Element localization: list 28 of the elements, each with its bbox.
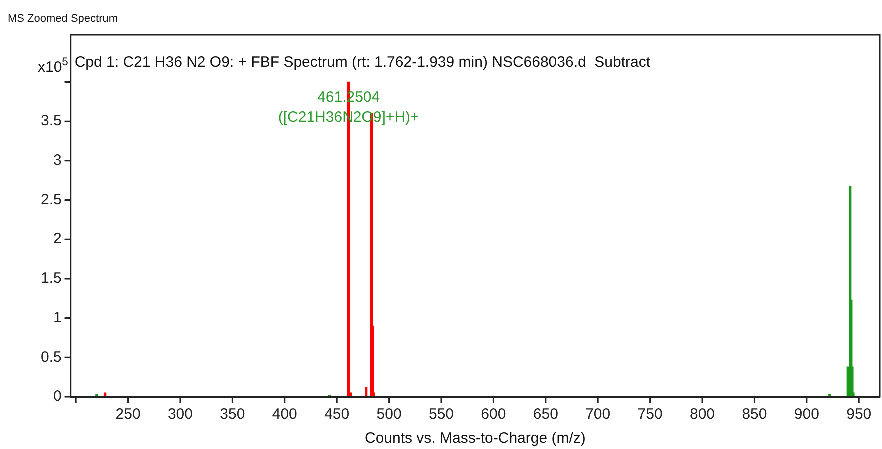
- x-tick-label: 850: [742, 406, 768, 424]
- bar: [104, 392, 107, 397]
- x-axis-title: Counts vs. Mass-to-Charge (m/z): [364, 430, 586, 447]
- x-tick-label: 700: [586, 406, 611, 424]
- x-tick-label: 650: [533, 406, 558, 424]
- y-tick-label: 0: [54, 388, 62, 406]
- y-tick-label: 3: [54, 152, 62, 170]
- y-tick-label: 2.5: [40, 191, 62, 208]
- text: Cpd 1: C21 H36 N2 O9: + FBF Spectrum (rt: 1.762-1.939 min) NSC668036.d Subtract: [74, 54, 652, 71]
- y-tick-label: 3.5: [40, 112, 62, 130]
- x-tick-label: 950: [846, 406, 872, 424]
- x-tick-label: 800: [690, 406, 716, 424]
- y-tick-label: 1: [54, 309, 62, 326]
- x-tick-label: 600: [481, 406, 506, 424]
- x-tick-label: 500: [376, 406, 402, 424]
- x-tick-label: 550: [428, 406, 454, 424]
- y-tick-label: 0.5: [40, 348, 62, 366]
- bar: [364, 387, 368, 397]
- y-tick-label: 2: [54, 230, 62, 248]
- x-tick-label: 900: [794, 406, 820, 424]
- x-tick-label: 400: [272, 406, 298, 424]
- x-tick-label: 350: [220, 406, 246, 424]
- chart-title: MS Zoomed Spectrum: [8, 13, 118, 25]
- y-tick-label: 1.5: [40, 270, 62, 288]
- x-tick-label: 250: [116, 406, 141, 424]
- x-tick-label: 750: [638, 406, 663, 424]
- x-tick-label: 450: [324, 406, 350, 424]
- x-tick-label: 300: [168, 406, 193, 424]
